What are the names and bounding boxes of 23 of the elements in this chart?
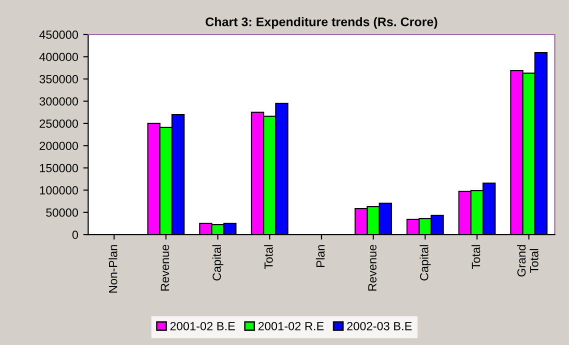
legend-label: 2001-02 B.E [170,322,235,330]
legend-label: 2001-02 R.E [258,322,324,330]
y-tick-label: 100000 [40,186,78,195]
x-tick-label: Non-Plan [108,245,118,293]
x-tick-label: Total [472,245,480,269]
x-tick-label: Revenue [368,244,376,291]
y-tick-label: 0 [72,230,78,239]
y-tick-label: 200000 [40,142,78,150]
y-tick-label: 50000 [46,208,78,217]
x-tick-label: Total [264,245,273,269]
legend-label: 2002-03 B.E [347,322,412,330]
x-tick-label: Capital [212,245,224,280]
x-tick-label: Capital [420,245,431,280]
x-tick-label: Revenue [160,244,170,291]
chart-title: Chart 3: Expenditure trends (Rs. Crore) [206,17,438,29]
y-tick-label: 400000 [39,52,78,62]
y-tick-label: 150000 [40,164,78,172]
y-tick-label: 250000 [40,119,78,128]
y-tick-label: 300000 [40,97,78,106]
y-tick-label: 450000 [39,30,78,39]
x-tick-label: Grand Total [516,245,538,277]
x-tick-label: Plan [316,245,325,267]
y-tick-label: 350000 [40,75,78,84]
